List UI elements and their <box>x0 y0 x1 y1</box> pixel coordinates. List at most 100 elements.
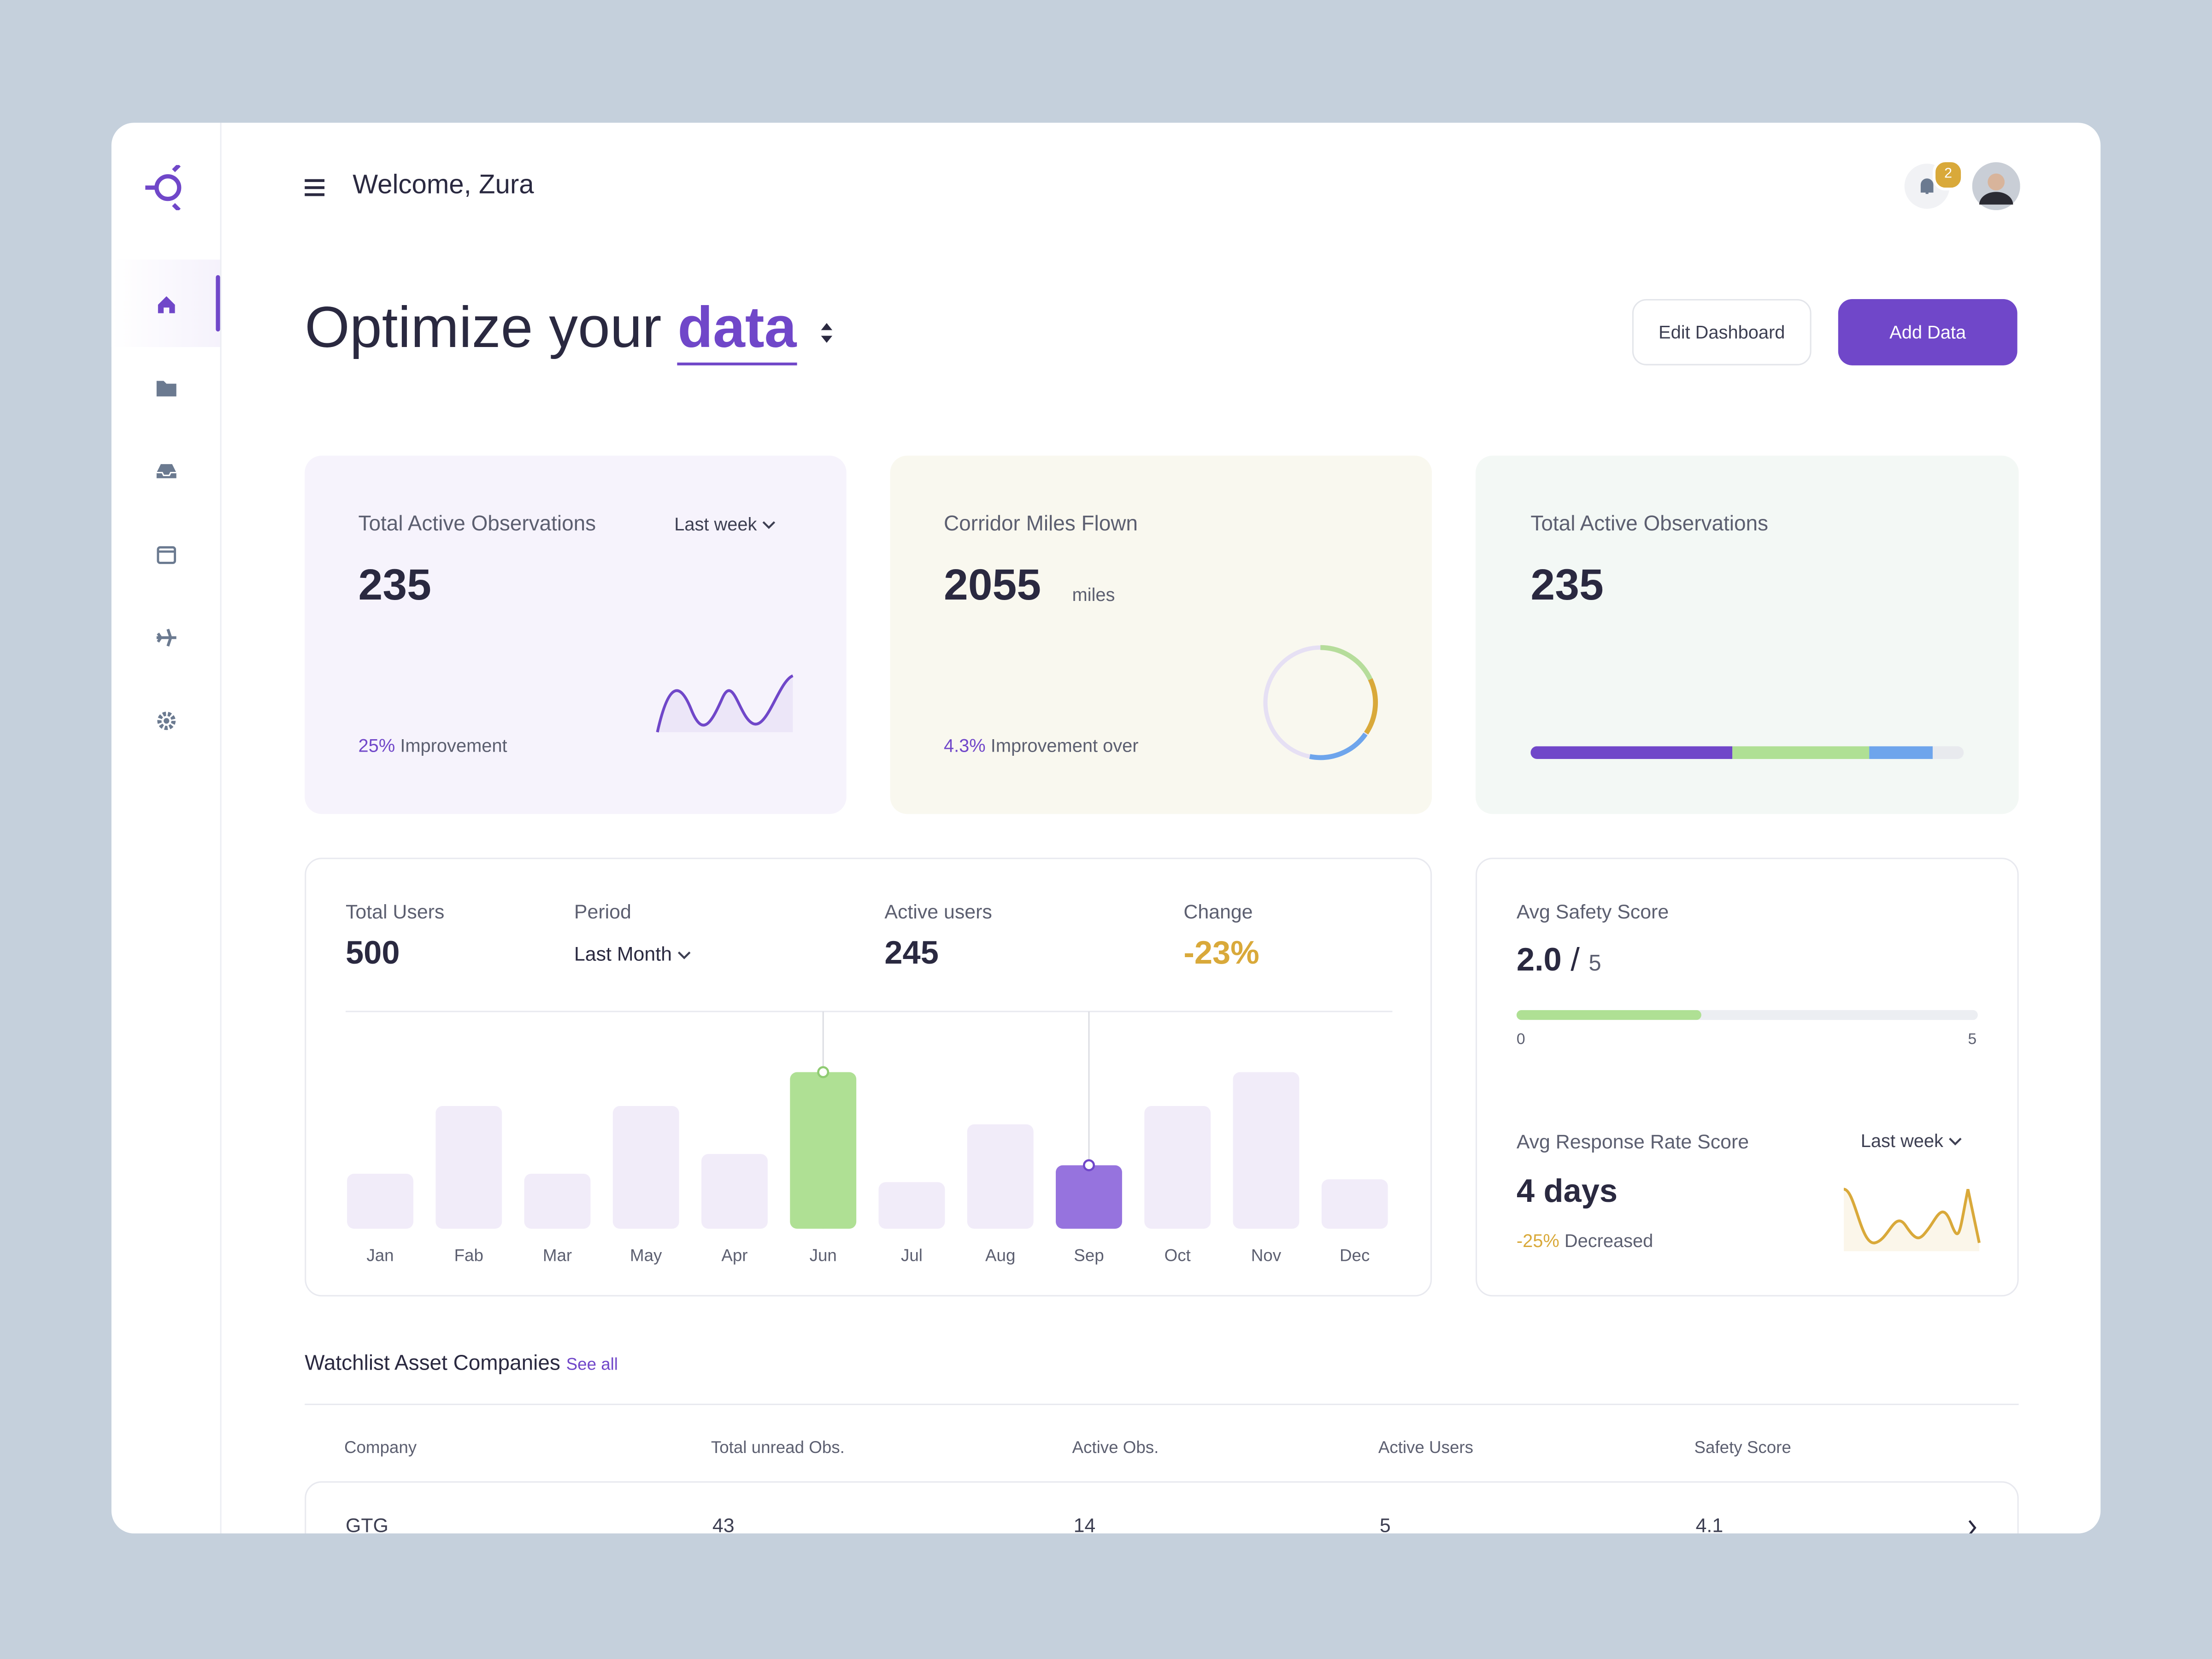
column-header: Active Users <box>1378 1437 1474 1458</box>
bar <box>701 1154 768 1229</box>
x-tick-label: Aug <box>985 1246 1015 1265</box>
table-cell: 5 <box>1379 1513 1391 1534</box>
x-tick-label: Dec <box>1340 1246 1370 1265</box>
score-max: 5 <box>1588 952 1601 977</box>
scale-max: 5 <box>1968 1031 1977 1048</box>
bar <box>612 1106 679 1229</box>
change-value: -25% <box>1516 1230 1559 1252</box>
card-unit: miles <box>1072 584 1115 606</box>
score-value: 2.0 <box>1516 941 1562 978</box>
nav-home[interactable] <box>155 294 178 316</box>
stat-value: 245 <box>884 934 939 971</box>
menu-icon[interactable] <box>303 178 326 198</box>
card-value: 235 <box>1530 560 1604 610</box>
x-tick-label: Nov <box>1251 1246 1282 1265</box>
response-filter[interactable]: Last week <box>1861 1130 1963 1151</box>
bar <box>878 1182 945 1229</box>
app-window: Welcome, Zura 2 Optimize your data Edit … <box>111 123 2101 1534</box>
stat-label: Period <box>574 900 631 923</box>
card-title: Total Active Observations <box>1530 512 1769 536</box>
table-row[interactable]: GTG 43 14 5 4.1 <box>305 1481 2019 1534</box>
nav-indicator <box>216 275 220 332</box>
bar-chart: Jan Fab Mar May Apr Jun Jul Aug Sep Oct Nov Dec <box>345 1011 1393 1265</box>
card-change: 25% Improvement <box>359 735 507 756</box>
hero-title: Optimize your data <box>305 294 797 365</box>
filter-label: Last week <box>674 513 757 535</box>
nav-settings[interactable] <box>155 710 178 732</box>
hover-dot <box>1082 1159 1095 1171</box>
bar <box>1144 1106 1211 1229</box>
column-header: Company <box>344 1437 417 1458</box>
hero-prefix: Optimize your <box>305 294 662 360</box>
chevron <box>1949 1137 1962 1146</box>
sidebar <box>111 123 222 1534</box>
column-header: Total unread Obs. <box>711 1437 845 1458</box>
nav-folder[interactable] <box>155 377 178 399</box>
table-cell: 14 <box>1073 1513 1096 1534</box>
notification-badge: 2 <box>1932 159 1964 191</box>
change-label: Decreased <box>1564 1230 1653 1252</box>
stat-value: 500 <box>346 934 400 971</box>
stat-label: Total Users <box>346 900 445 923</box>
x-tick-label: Jun <box>810 1246 837 1265</box>
bar <box>524 1173 591 1229</box>
row-chevron <box>1968 1520 1977 1534</box>
x-tick-label: Fab <box>454 1246 483 1265</box>
change-value: 4.3% <box>943 735 986 756</box>
chevron <box>763 521 776 529</box>
bar <box>435 1106 502 1229</box>
segment-bar <box>1530 746 1964 759</box>
spacer <box>654 811 656 812</box>
greeting: Welcome, Zura <box>353 171 534 200</box>
x-tick-label: Oct <box>1165 1246 1191 1265</box>
table-cell: 43 <box>712 1513 735 1534</box>
add-data-button[interactable]: Add Data <box>1838 299 2018 365</box>
bar <box>1056 1165 1122 1229</box>
see-all-link[interactable]: See all <box>566 1354 618 1374</box>
divider <box>305 1403 2019 1405</box>
donut <box>1263 645 1378 760</box>
column-header: Active Obs. <box>1072 1437 1159 1458</box>
chevron <box>678 951 691 959</box>
safety-panel: Avg Safety Score 2.0 / 5 0 5 Avg Respons… <box>1476 858 2019 1297</box>
period-value: Last Month <box>574 942 672 965</box>
card-change: 4.3% Improvement over <box>944 735 1139 756</box>
change-label: Improvement over <box>990 735 1139 756</box>
nav-calendar[interactable] <box>155 543 178 566</box>
bar <box>967 1124 1034 1229</box>
safety-track <box>1516 1010 1978 1020</box>
segment <box>1732 746 1870 759</box>
hover-dot <box>817 1066 830 1078</box>
card-filter[interactable]: Last week <box>674 513 776 535</box>
users-panel: Total Users 500 Period Last Month Active… <box>305 858 1432 1297</box>
safety-fill <box>1516 1010 1701 1020</box>
card-observations: Total Active Observations Last week 235 … <box>305 455 847 814</box>
sort-icon[interactable] <box>820 320 834 346</box>
stat-value: -23% <box>1183 934 1259 971</box>
table-cell: 4.1 <box>1695 1513 1724 1534</box>
period-select[interactable]: Last Month <box>574 942 692 965</box>
avatar[interactable] <box>1972 162 2020 211</box>
nav-inbox[interactable] <box>155 460 178 482</box>
edit-dashboard-button[interactable]: Edit Dashboard <box>1632 299 1812 365</box>
card-title: Corridor Miles Flown <box>943 512 1138 536</box>
nav-flights[interactable] <box>155 626 178 649</box>
response-change: -25% Decreased <box>1517 1230 1653 1251</box>
hero-highlight[interactable]: data <box>677 294 797 365</box>
x-tick-label: Jul <box>901 1246 923 1265</box>
x-tick-label: Sep <box>1074 1246 1104 1265</box>
x-tick-label: Mar <box>543 1246 572 1265</box>
bar <box>1233 1072 1300 1229</box>
logo <box>145 165 182 211</box>
bar <box>1321 1179 1388 1229</box>
stat-label: Change <box>1183 900 1253 923</box>
spacer <box>1260 766 1261 767</box>
watchlist-header: Watchlist Asset Companies See all <box>305 1352 618 1376</box>
watchlist-title: Watchlist Asset Companies <box>305 1351 560 1376</box>
x-tick-label: Jan <box>366 1246 394 1265</box>
segment <box>1869 746 1933 759</box>
x-tick-label: Apr <box>721 1246 747 1265</box>
